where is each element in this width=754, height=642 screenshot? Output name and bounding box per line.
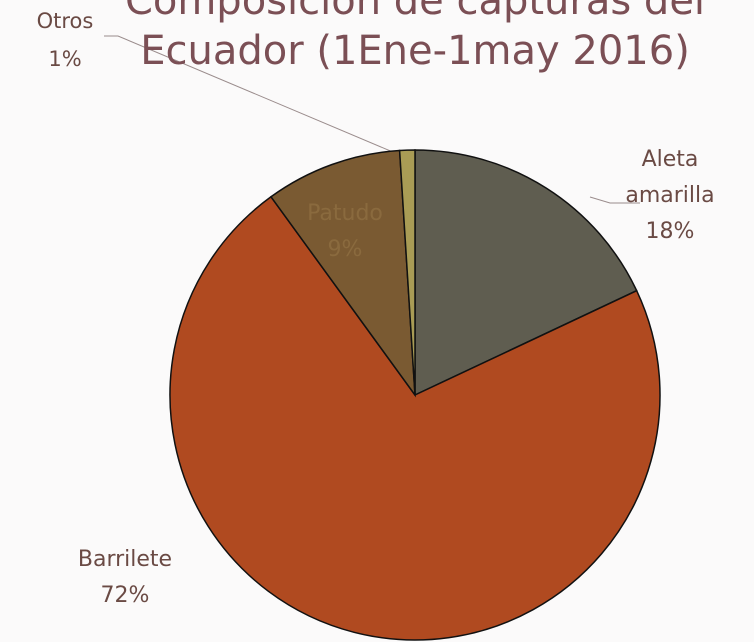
slice-name: Aleta amarilla xyxy=(625,147,715,208)
pie-slice xyxy=(169,195,661,641)
slice-value: 9% xyxy=(327,237,363,262)
slice-value: 18% xyxy=(645,219,695,244)
pie-slice xyxy=(414,149,638,397)
slice-label: Aleta amarilla 18% xyxy=(610,142,730,250)
leader-line xyxy=(589,196,640,204)
pie-slice xyxy=(269,149,416,398)
slice-label: Otros 1% xyxy=(20,2,110,78)
chart-title: Composición de capturas del Ecuador (1En… xyxy=(124,0,706,74)
slice-name: Otros xyxy=(36,9,94,33)
slice-value: 1% xyxy=(48,47,82,71)
slice-value: 72% xyxy=(100,583,150,608)
slice-name: Patudo xyxy=(307,201,383,226)
slice-label: Barrilete 72% xyxy=(50,542,200,614)
slice-label: Patudo 9% xyxy=(270,196,420,268)
slice-name: Barrilete xyxy=(77,547,173,572)
leader-line xyxy=(104,35,401,156)
pie-slice xyxy=(398,149,416,396)
